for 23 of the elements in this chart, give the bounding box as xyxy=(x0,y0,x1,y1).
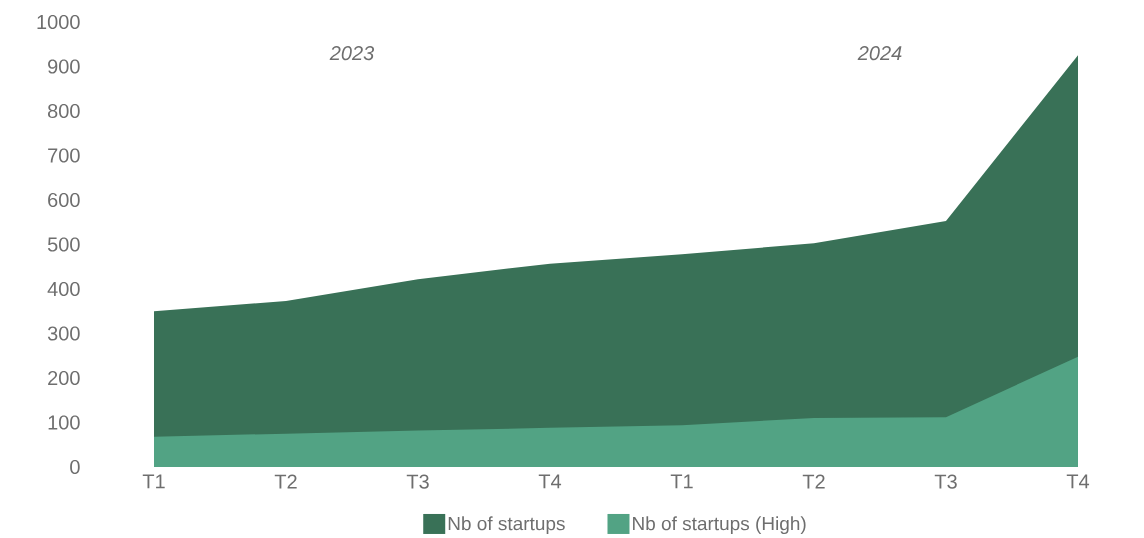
x-tick-label: T3 xyxy=(406,474,429,489)
y-tick-label: 200 xyxy=(48,370,80,386)
y-tick-label: 700 xyxy=(48,148,80,163)
x-tick-label: T1 xyxy=(142,474,165,489)
y-tick-label: 1000 xyxy=(37,14,80,30)
y-tick-label: 0 xyxy=(70,459,80,475)
y-tick-label: 500 xyxy=(47,237,80,252)
x-tick-label: T1 xyxy=(670,474,693,489)
y-tick-label: 400 xyxy=(47,281,80,297)
y-tick-label: 600 xyxy=(48,192,80,208)
annotation: 2024 xyxy=(857,46,902,61)
y-tick-label: 900 xyxy=(48,59,80,74)
y-tick-label: 300 xyxy=(47,326,80,341)
x-tick-label: T2 xyxy=(802,474,825,489)
legend-label: Nb of startups (High) xyxy=(633,516,806,535)
x-tick-label: T3 xyxy=(934,474,957,489)
annotation: 2023 xyxy=(329,46,375,61)
y-tick-label: 800 xyxy=(47,103,80,119)
x-tick-label: T4 xyxy=(538,474,562,489)
y-tick-label: 100 xyxy=(48,415,80,430)
x-tick-label: T4 xyxy=(1066,474,1090,489)
x-tick-label: T2 xyxy=(274,474,297,489)
legend-label: Nb of startups xyxy=(448,516,565,535)
